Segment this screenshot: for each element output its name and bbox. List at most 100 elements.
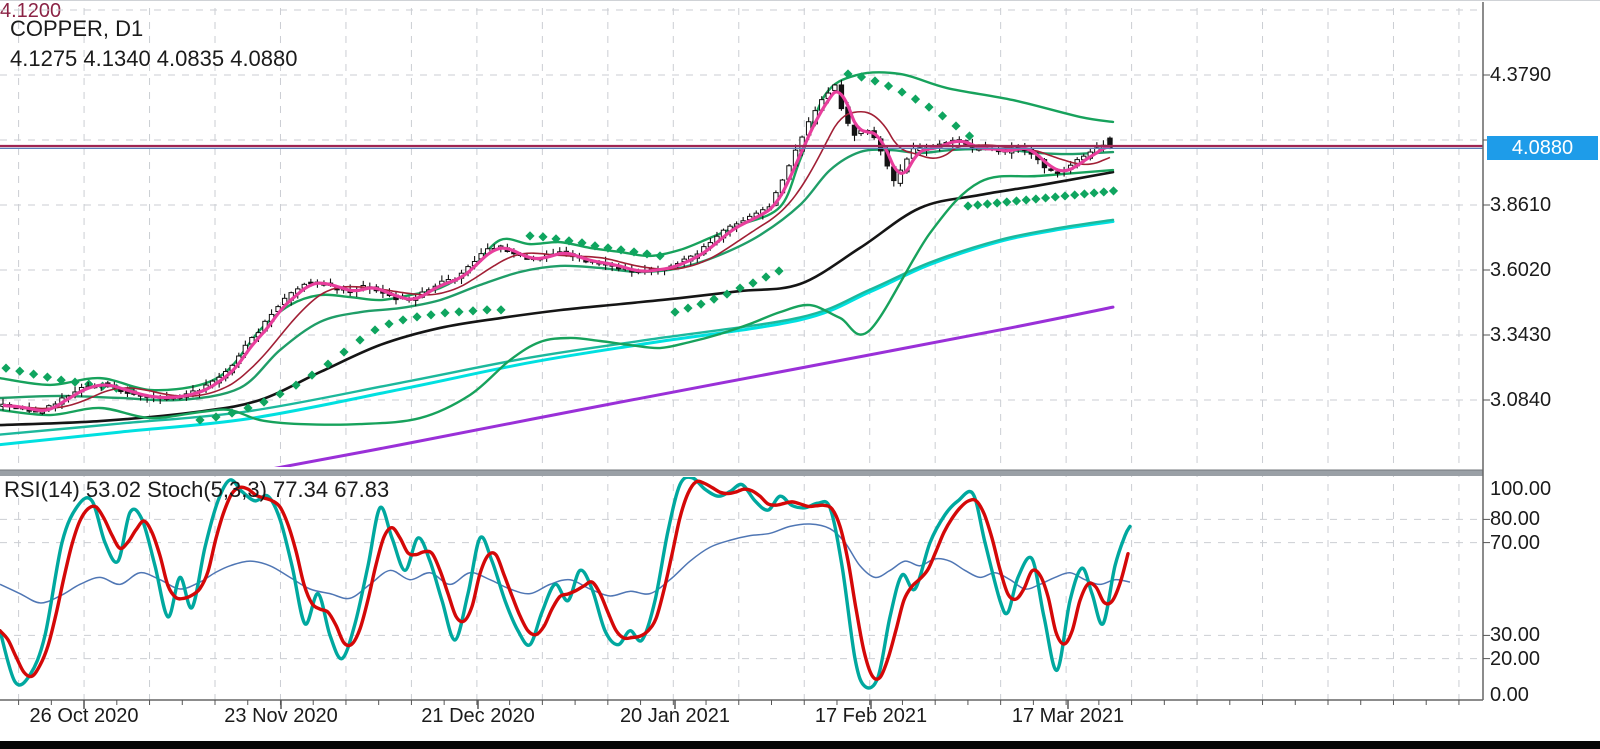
sar-diamond <box>440 308 450 318</box>
stochastic-main-line <box>0 477 1132 690</box>
sar-diamond <box>856 72 867 82</box>
ohlc-readout: 4.1275 4.1340 4.0835 4.0880 <box>10 46 298 71</box>
date-axis-label: 17 Feb 2021 <box>814 705 928 727</box>
ma-black-line <box>0 170 1115 427</box>
date-axis-label: 17 Mar 2021 <box>1011 705 1125 727</box>
main-price-panel[interactable] <box>0 69 1483 473</box>
sar-diamond <box>551 234 561 244</box>
bottom-system-bar <box>0 741 1600 749</box>
price-axis-label: 3.8610 <box>1490 194 1552 216</box>
candle-body <box>39 411 45 414</box>
sar-diamond <box>370 325 380 335</box>
oscillator-axis-label: 20.00 <box>1490 648 1541 670</box>
sar-diamond <box>227 408 237 418</box>
sar-diamond <box>1060 191 1070 201</box>
sar-diamond <box>629 247 639 257</box>
sar-diamond <box>275 389 285 399</box>
sar-diamond <box>843 69 853 79</box>
sar-diamond <box>412 312 422 322</box>
sar-diamond <box>1079 189 1089 199</box>
sar-diamond <box>964 131 975 141</box>
ma-teal-line <box>0 218 1115 436</box>
sar-diamond <box>564 236 574 246</box>
sar-diamond <box>577 238 587 248</box>
date-axis-label: 21 Dec 2020 <box>421 705 535 727</box>
sar-diamond <box>1070 190 1080 200</box>
sar-diamond <box>774 266 784 276</box>
sar-diamond <box>339 347 349 357</box>
candle-body <box>897 169 904 184</box>
sar-diamond <box>1108 186 1119 196</box>
sar-diamond <box>525 231 535 241</box>
sar-diamond <box>616 245 626 255</box>
sar-diamond <box>42 372 52 382</box>
candle-body <box>1048 168 1054 171</box>
candle-body <box>832 84 838 91</box>
sar-diamond <box>70 377 80 387</box>
price-axis-label: 4.3790 <box>1490 64 1552 86</box>
sar-diamond <box>642 249 652 259</box>
sar-diamond <box>291 380 301 390</box>
sar-diamond <box>1099 187 1109 197</box>
sar-diamond <box>655 251 665 261</box>
sar-diamond <box>454 307 464 317</box>
sar-diamond <box>603 243 613 253</box>
sar-diamond <box>870 76 880 86</box>
price-axis-label: 3.6020 <box>1490 259 1552 281</box>
sar-diamond <box>398 315 408 325</box>
window-top-edge <box>0 0 1600 1</box>
oscillator-panel[interactable] <box>0 477 1132 690</box>
axes-frame <box>0 2 1490 709</box>
sar-diamond <box>468 306 478 316</box>
gridlines <box>0 8 1483 700</box>
sar-diamond <box>1 363 11 373</box>
sar-diamond <box>1002 197 1012 207</box>
sar-diamond <box>323 359 333 369</box>
band-upper-line <box>0 71 1115 392</box>
sar-diamond <box>982 199 992 209</box>
sar-diamond <box>683 303 693 313</box>
price-axis-label: 3.0840 <box>1490 389 1552 411</box>
date-axis-label: 20 Jan 2021 <box>619 705 731 727</box>
sar-diamond <box>1021 195 1031 205</box>
oscillator-axis-label: 0.00 <box>1490 684 1529 706</box>
panel-separator <box>0 470 1483 476</box>
sar-diamond <box>937 111 948 121</box>
sar-diamond <box>243 403 253 413</box>
sar-diamond <box>709 294 719 304</box>
sar-diamond <box>355 335 365 345</box>
axis-label-behind-badge: 4.1200 <box>0 0 62 22</box>
sar-diamond <box>384 319 394 329</box>
sar-diamond <box>924 102 934 112</box>
sar-diamond <box>992 198 1002 208</box>
sar-diamond <box>670 307 680 317</box>
ma-purple-line <box>274 305 1115 467</box>
oscillator-axis-label: 80.00 <box>1490 508 1541 530</box>
sar-diamond <box>1041 193 1051 203</box>
sar-diamond <box>56 375 66 385</box>
sar-diamond <box>307 370 317 380</box>
sar-diamond <box>897 87 907 97</box>
sar-diamond <box>590 241 600 251</box>
sar-diamond <box>696 299 706 309</box>
sar-diamond <box>1089 188 1099 198</box>
stochastic-signal-line <box>0 479 1130 681</box>
date-axis-label: 26 Oct 2020 <box>29 705 139 727</box>
sar-diamond <box>538 232 548 242</box>
band-lower-line <box>0 168 1115 426</box>
sar-diamond <box>883 81 894 91</box>
sar-diamond <box>722 289 732 299</box>
sar-diamond <box>973 200 983 210</box>
price-axis-label: 3.3430 <box>1490 324 1552 346</box>
sar-diamond <box>1050 192 1060 202</box>
ma-cyan-line <box>0 220 1115 447</box>
ma-mid-green-line <box>0 147 1115 402</box>
sar-diamond <box>951 121 961 131</box>
ma-pink-line <box>2 90 1111 413</box>
oscillator-axis-label: 100.00 <box>1490 478 1552 500</box>
sar-diamond <box>426 310 436 320</box>
sar-diamond <box>482 305 492 315</box>
sar-diamond <box>211 412 221 422</box>
